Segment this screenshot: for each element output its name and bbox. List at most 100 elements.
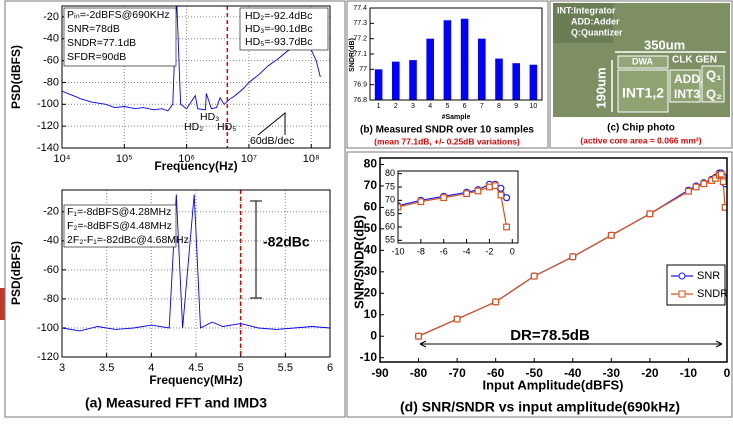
- x-tick-label: 5: [238, 362, 244, 374]
- x-tick-label: 0: [724, 366, 731, 380]
- photo-label: Q:Quantizer: [571, 27, 623, 37]
- x-tick-label: 3: [411, 103, 415, 110]
- y-tick-label: 70: [364, 178, 378, 192]
- dr-arrow: [419, 340, 723, 348]
- subcaption: (active core area = 0.066 mm²): [580, 135, 701, 145]
- annotation: F₁=-8dBFS@4.28MHz: [67, 206, 171, 218]
- photo-label: ADD:Adder: [571, 16, 620, 26]
- point: [685, 187, 692, 195]
- x-tick-label: -60: [487, 366, 505, 380]
- x-tick-label: -30: [603, 366, 621, 380]
- y-tick-label: -40: [43, 33, 59, 45]
- annotation: HD₅: [217, 121, 236, 133]
- bar: [409, 60, 417, 100]
- annotation: HD₃: [200, 111, 219, 123]
- photo-label: 190um: [593, 67, 608, 108]
- caption: (c) Chip photo: [607, 123, 675, 134]
- x-tick-label: -2: [485, 246, 493, 256]
- y-tick-label: -40: [43, 235, 59, 247]
- point: [607, 231, 615, 239]
- y-tick-label: 77.3: [353, 20, 367, 27]
- legend-marker: [678, 272, 686, 280]
- y-tick-label: -140: [37, 142, 59, 154]
- x-tick-label: 0: [510, 246, 515, 256]
- photo-label: 350um: [644, 37, 685, 52]
- y-tick-label: 80: [364, 157, 378, 171]
- photo-label: Q₂: [706, 86, 722, 101]
- bar: [512, 63, 520, 100]
- point: [569, 253, 577, 261]
- y-tick-label: -120: [37, 120, 59, 132]
- point: [717, 170, 725, 178]
- legend-label: SNDR: [697, 288, 728, 300]
- y-tick-label: 76.8: [353, 97, 367, 104]
- x-tick-label: 6: [463, 103, 467, 110]
- plot-area: [398, 171, 518, 243]
- y-tick-label: 70: [385, 195, 395, 205]
- y-axis-label: SNR/SNDR(dB): [351, 215, 366, 309]
- x-axis-label: Frequency(Hz): [154, 159, 237, 173]
- x-tick-label: -20: [641, 366, 659, 380]
- point: [719, 178, 727, 186]
- legend-label: SNR: [697, 270, 720, 282]
- cropped-mark: [0, 288, 5, 320]
- point: [440, 194, 448, 202]
- y-tick-label: 60: [385, 221, 395, 231]
- point: [491, 182, 499, 190]
- legend-marker: [678, 290, 686, 298]
- y-tick-label: 55: [385, 235, 395, 245]
- point: [492, 298, 500, 306]
- x-tick-label: 3.5: [99, 362, 114, 374]
- y-axis-label: PSD(dBFS): [9, 45, 23, 109]
- photo-label: INT1,2: [622, 85, 664, 101]
- x-tick-label: -80: [410, 366, 428, 380]
- x-tick-label: 10⁴: [54, 153, 71, 165]
- y-tick-label: 0: [370, 328, 377, 342]
- plot-frame: [397, 170, 519, 244]
- plot-frame: [369, 7, 543, 101]
- y-tick-label: 40: [364, 243, 378, 257]
- plot-frame: [61, 5, 331, 149]
- point: [646, 210, 654, 218]
- x-tick-label: 10⁷: [241, 153, 257, 165]
- point: [486, 183, 493, 191]
- bar: [460, 18, 469, 100]
- photo-label: Q₁: [706, 67, 722, 82]
- bar: [443, 20, 452, 101]
- annotation: HD₃=-90.1dBc: [245, 23, 313, 35]
- int12-block: [617, 69, 669, 113]
- point: [497, 191, 505, 199]
- annotation: Pᵢₙ=-2dBFS@690KHz: [67, 9, 170, 21]
- bar: [392, 61, 400, 100]
- annotation-box: [239, 7, 329, 51]
- x-tick-label: -50: [526, 366, 544, 380]
- y-tick-label: -80: [43, 293, 59, 305]
- y-tick-label: 50: [364, 221, 378, 235]
- bar: [495, 58, 503, 100]
- photo-label: ADD,: [674, 72, 703, 86]
- y-tick-label: 60: [364, 200, 378, 214]
- x-tick-label: 2: [394, 103, 398, 110]
- x-tick-label: 1: [377, 103, 381, 110]
- plot-frame: [379, 157, 728, 363]
- y-tick-label: 77.2: [353, 36, 367, 43]
- y-tick-label: -20: [43, 11, 59, 23]
- y-tick-label: 77.4: [353, 5, 367, 12]
- x-tick-label: -8: [417, 246, 425, 256]
- q-block: [701, 65, 725, 103]
- dwa-block: [617, 55, 669, 69]
- point: [417, 198, 425, 206]
- x-tick-label: 10: [530, 103, 538, 110]
- x-tick-label: -90: [371, 366, 389, 380]
- y-tick-label: 75: [385, 181, 395, 191]
- point: [700, 180, 708, 188]
- photo-label: DWA: [632, 56, 653, 66]
- annotation: SNDR=77.1dB: [67, 37, 136, 49]
- chip-photo: [553, 3, 730, 117]
- annotation: HD₂: [184, 121, 203, 133]
- point: [415, 332, 422, 340]
- y-tick-label: 76.9: [353, 82, 367, 89]
- subcaption: (mean 77.1dB, +/- 0.25dB variations): [374, 136, 520, 146]
- dbc-bracket: [250, 200, 262, 299]
